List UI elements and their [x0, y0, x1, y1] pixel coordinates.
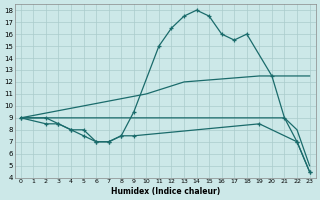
X-axis label: Humidex (Indice chaleur): Humidex (Indice chaleur) [111, 187, 220, 196]
